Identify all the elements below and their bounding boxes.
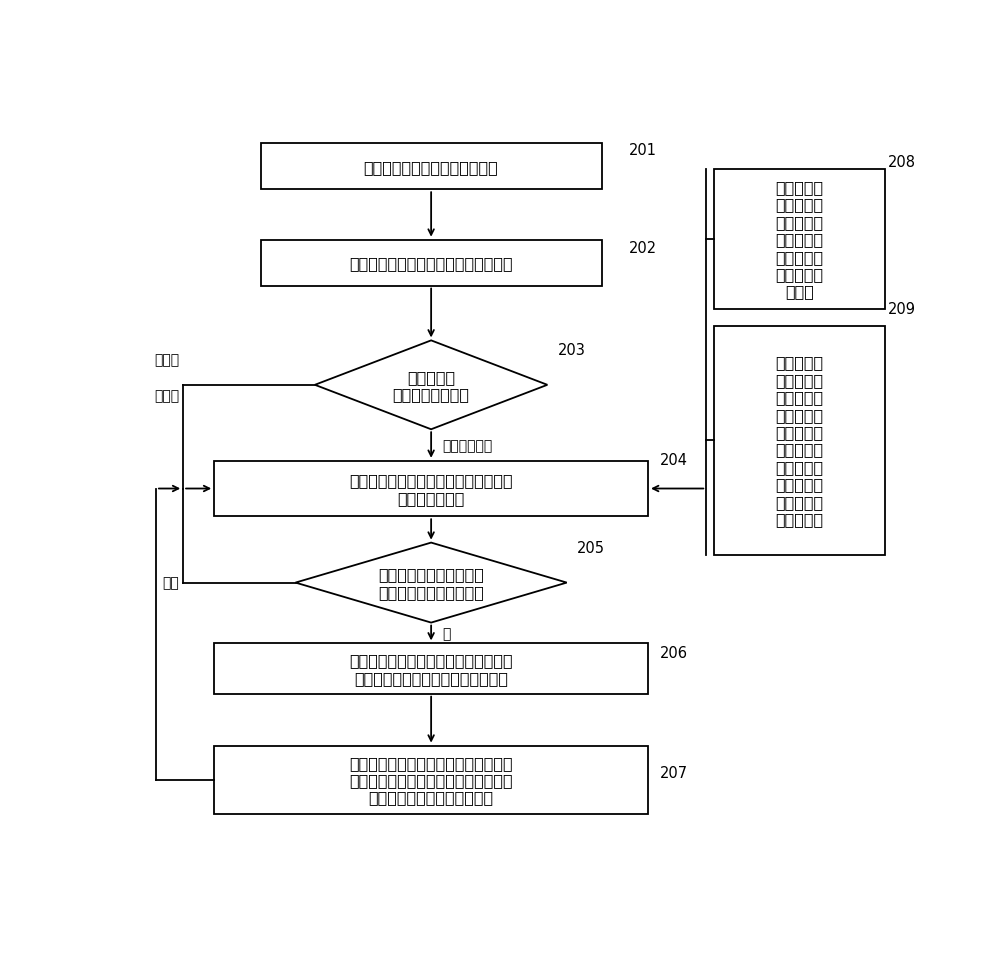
Text: 204: 204 <box>660 453 688 468</box>
Text: 根据所述已擦写次数确定巡检时间间隔: 根据所述已擦写次数确定巡检时间间隔 <box>349 256 513 271</box>
Polygon shape <box>296 543 567 623</box>
Text: 207: 207 <box>660 765 688 780</box>
Text: 根据已擦写
次数确定巡检模式: 根据已擦写 次数确定巡检模式 <box>393 369 470 402</box>
Text: 第一巡检模式: 第一巡检模式 <box>443 438 493 453</box>
Bar <box>261 240 602 286</box>
Text: 当业务进程
向存储块写
入数据，并
且所述业务
进程写入的
数据填满所
述存储块时
，更新所述
存储块的巡
检时间信息: 当业务进程 向存储块写 入数据，并 且所述业务 进程写入的 数据填满所 述存储块… <box>775 356 823 527</box>
Bar <box>214 746 648 814</box>
Text: 202: 202 <box>629 241 657 256</box>
Text: 203: 203 <box>557 343 585 358</box>
Text: 209: 209 <box>888 302 916 317</box>
Text: 将校验后的数据写入所述存储块，更新
被巡检的所述存储块的巡检时间信息: 将校验后的数据写入所述存储块，更新 被巡检的所述存储块的巡检时间信息 <box>349 653 513 685</box>
Text: 当业务进程
读取存储块
中的数据时
，对所述业
务进程读取
的存储块进
行巡检: 当业务进程 读取存储块 中的数据时 ，对所述业 务进程读取 的存储块进 行巡检 <box>775 180 823 299</box>
Text: 第二巡: 第二巡 <box>154 353 179 367</box>
Text: 按照所述巡检时间间隔读取所述存储块
中的数据，并重新写入所述存储块，更
新所述存储块的巡检时间信息: 按照所述巡检时间间隔读取所述存储块 中的数据，并重新写入所述存储块，更 新所述存… <box>349 755 513 804</box>
Text: 按照所述巡检时间间隔读取存储块中的
数据并进行校验: 按照所述巡检时间间隔读取存储块中的 数据并进行校验 <box>349 473 513 505</box>
Text: 获取所述存储设备的已擦写次数: 获取所述存储设备的已擦写次数 <box>364 160 498 175</box>
Text: 检模式: 检模式 <box>154 389 179 403</box>
Bar <box>214 644 648 694</box>
Text: 201: 201 <box>629 143 657 159</box>
Bar <box>261 144 602 190</box>
Text: 208: 208 <box>888 155 916 169</box>
Bar <box>714 326 885 555</box>
Text: 根据校验结果确定是否将
校验后的数据写入存储块: 根据校验结果确定是否将 校验后的数据写入存储块 <box>378 567 484 599</box>
Text: 205: 205 <box>577 541 605 555</box>
Bar <box>714 169 885 310</box>
Text: 206: 206 <box>660 646 688 661</box>
Text: 写: 写 <box>443 627 451 640</box>
Text: 不写: 不写 <box>162 576 179 590</box>
Bar <box>214 461 648 517</box>
Polygon shape <box>315 341 547 430</box>
